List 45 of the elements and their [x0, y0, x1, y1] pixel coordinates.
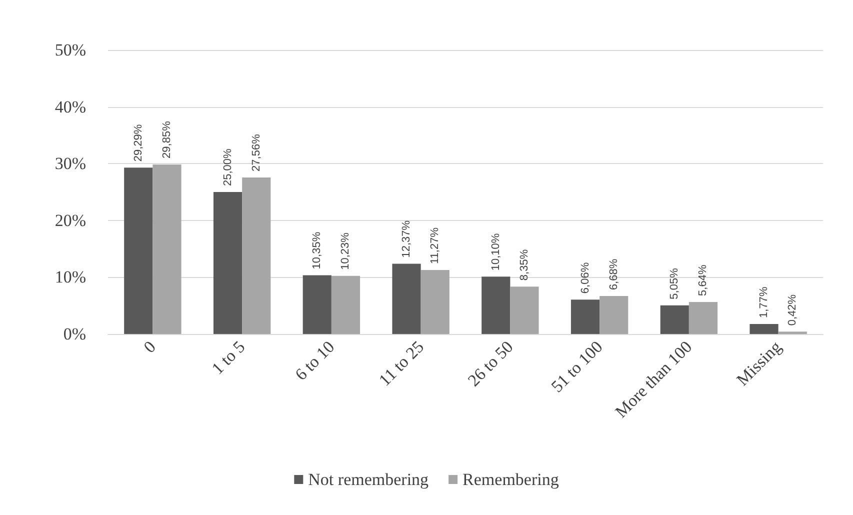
y-tick-label: 30%	[54, 154, 86, 174]
data-label: 29,85%	[160, 120, 173, 158]
x-tick-label: 11 to 25	[375, 337, 428, 390]
bar	[750, 324, 778, 334]
data-label: 11,27%	[429, 227, 442, 264]
data-label: 5,64%	[697, 264, 710, 296]
y-tick-label: 10%	[54, 268, 86, 287]
bar	[331, 276, 360, 334]
data-label: 12,37%	[400, 220, 413, 258]
bar	[660, 305, 689, 334]
data-label: 10,35%	[311, 232, 324, 270]
bar	[570, 300, 600, 334]
data-label: 10,23%	[340, 232, 352, 270]
bar	[688, 302, 718, 334]
bar	[392, 264, 421, 334]
data-label: 10,10%	[490, 233, 502, 271]
data-label: 6,68%	[608, 258, 620, 290]
bar	[213, 192, 242, 334]
bar	[482, 276, 510, 334]
data-label: 6,06%	[579, 262, 592, 294]
x-tick-label: 0	[140, 337, 160, 357]
data-label: 1,77%	[758, 286, 770, 318]
y-tick-label: 50%	[54, 40, 86, 60]
bar	[420, 270, 450, 334]
x-tick-label: 1 to 5	[208, 337, 249, 378]
data-label: 0,42%	[786, 294, 799, 326]
bar	[600, 296, 628, 334]
y-tick-label: 20%	[54, 210, 86, 230]
data-label: 27,56%	[250, 134, 262, 172]
bar	[510, 286, 539, 334]
data-label: 8,35%	[518, 249, 530, 281]
legend-label: Not remembering	[308, 470, 430, 489]
data-label: 5,05%	[668, 268, 681, 300]
data-label: 29,29%	[132, 124, 144, 162]
bar	[302, 275, 332, 334]
bar	[242, 177, 271, 334]
legend-label: Remembering	[462, 470, 560, 489]
data-label: 25,00%	[222, 148, 234, 186]
bar	[124, 168, 153, 334]
y-tick-label: 0%	[63, 324, 86, 344]
x-tick-label: 6 to 10	[291, 337, 338, 384]
y-tick-label: 40%	[54, 97, 86, 116]
x-tick-label: 51 to 100	[547, 337, 606, 396]
x-tick-label: 26 to 50	[464, 337, 517, 390]
bar	[152, 164, 182, 334]
